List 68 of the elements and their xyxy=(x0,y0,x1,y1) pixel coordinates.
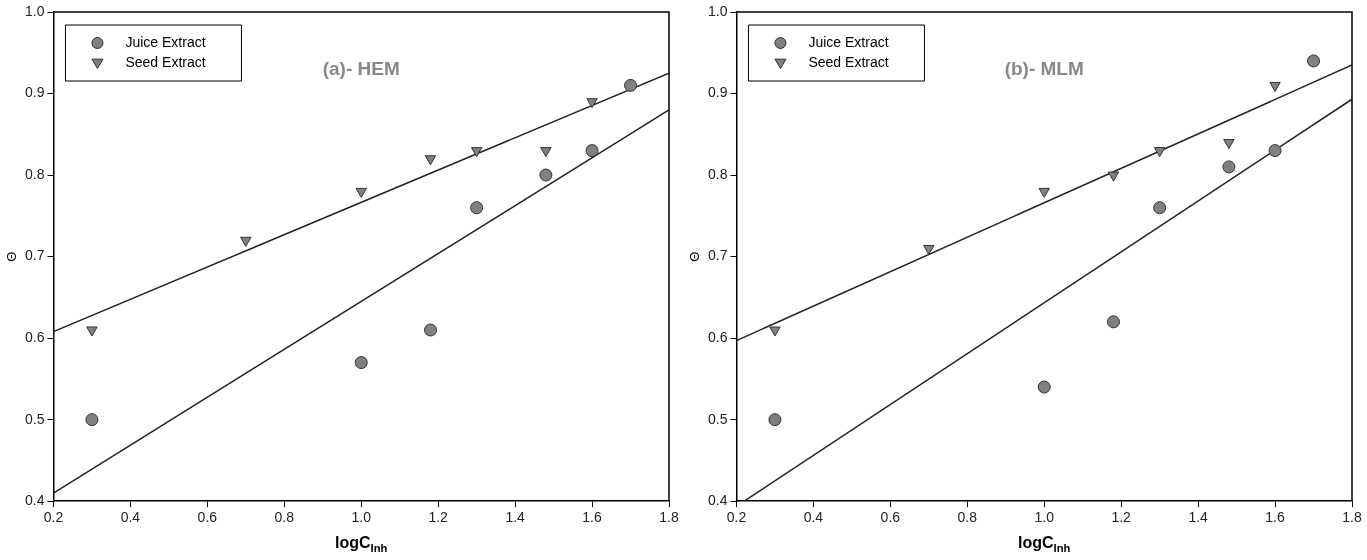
point xyxy=(85,413,99,427)
x-tick-label: 1.6 xyxy=(1265,509,1285,526)
x-tick-label: 0.2 xyxy=(43,509,64,526)
y-axis-title: Θ xyxy=(3,251,19,262)
y-tick-label: 0.7 xyxy=(707,247,728,264)
point xyxy=(624,78,638,92)
legend-label: Juice Extract xyxy=(125,33,206,50)
x-tick-label: 0.8 xyxy=(957,509,978,526)
y-tick-label: 0.4 xyxy=(24,492,45,509)
point xyxy=(1153,201,1167,215)
legend-label: Seed Extract xyxy=(808,53,889,70)
point xyxy=(424,155,437,166)
y-tick-label: 0.6 xyxy=(24,328,45,345)
point xyxy=(540,147,552,158)
y-tick-label: 0.6 xyxy=(707,328,728,345)
x-tick-label: 1.8 xyxy=(659,509,679,526)
x-tick-label: 0.8 xyxy=(274,509,295,526)
x-tick-label: 0.6 xyxy=(197,509,218,526)
x-tick-label: 0.4 xyxy=(120,509,141,526)
point xyxy=(1268,144,1282,158)
y-axis-title: Θ xyxy=(686,251,702,262)
point xyxy=(1153,147,1166,158)
x-tick-label: 1.0 xyxy=(351,509,372,526)
x-tick-label: 1.2 xyxy=(1111,509,1132,526)
x-tick-label: 1.8 xyxy=(1342,509,1362,526)
point xyxy=(585,144,599,158)
point xyxy=(1223,138,1235,149)
point xyxy=(539,168,553,182)
x-tick-label: 0.4 xyxy=(803,509,824,526)
point xyxy=(1222,160,1236,174)
point xyxy=(586,98,598,109)
x-tick-label: 0.6 xyxy=(880,509,901,526)
point xyxy=(768,413,782,427)
x-tick-label: 1.0 xyxy=(1034,509,1055,526)
text: (b)- MLM xyxy=(1004,58,1084,80)
x-tick-label: 1.4 xyxy=(505,509,526,526)
x-tick-label: 1.6 xyxy=(582,509,602,526)
point xyxy=(1106,315,1120,329)
text: (a)- HEM xyxy=(322,58,400,80)
point xyxy=(1037,380,1051,394)
point xyxy=(354,356,368,370)
y-tick-label: 0.5 xyxy=(24,410,45,427)
point xyxy=(923,244,935,255)
y-tick-label: 0.8 xyxy=(24,165,45,182)
y-tick-label: 0.7 xyxy=(24,247,45,264)
x-tick-label: 1.4 xyxy=(1188,509,1209,526)
point xyxy=(769,326,781,337)
y-tick-label: 0.8 xyxy=(707,165,728,182)
point xyxy=(470,201,484,215)
point xyxy=(86,326,98,337)
y-tick-label: 0.4 xyxy=(707,492,728,509)
point xyxy=(1038,187,1050,198)
y-tick-label: 0.9 xyxy=(24,84,45,101)
legend-label: Seed Extract xyxy=(125,53,206,70)
legend-label: Juice Extract xyxy=(808,33,889,50)
point xyxy=(1307,54,1321,68)
x-tick-label: 0.2 xyxy=(726,509,747,526)
x-tick-label: 1.2 xyxy=(428,509,449,526)
y-tick-label: 1.0 xyxy=(24,2,45,19)
point xyxy=(355,187,367,198)
point xyxy=(240,236,252,247)
point xyxy=(470,147,483,158)
point xyxy=(1107,171,1120,182)
y-tick-label: 0.5 xyxy=(707,410,728,427)
point xyxy=(1269,81,1281,92)
y-tick-label: 1.0 xyxy=(707,2,728,19)
point xyxy=(423,323,437,337)
y-tick-label: 0.9 xyxy=(707,84,728,101)
